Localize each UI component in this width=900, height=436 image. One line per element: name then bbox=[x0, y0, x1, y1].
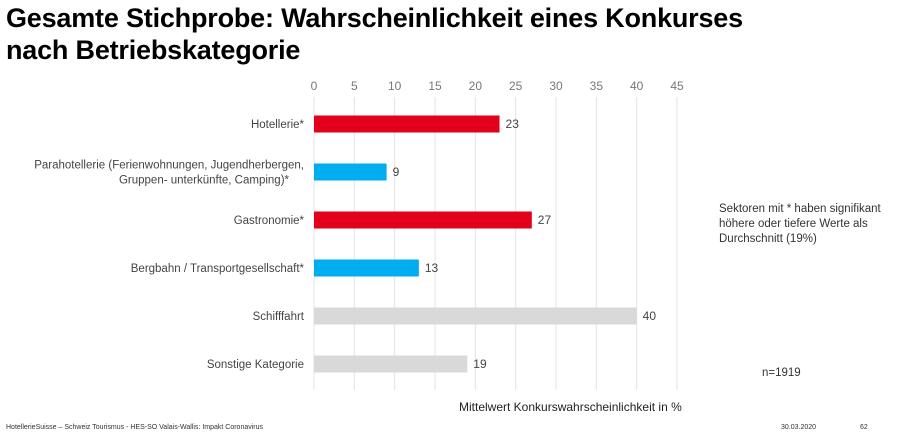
x-tick-label: 10 bbox=[388, 79, 402, 93]
category-label-line: Bergbahn / Transportgesellschaft* bbox=[131, 263, 305, 275]
x-tick-label: 5 bbox=[351, 79, 358, 93]
x-tick-label: 35 bbox=[590, 79, 604, 93]
x-tick-label: 20 bbox=[469, 79, 483, 93]
x-tick-label: 40 bbox=[630, 79, 644, 93]
category-label: Parahotellerie (Ferienwohnungen, Jugendh… bbox=[34, 160, 304, 187]
footer-page-number: 62 bbox=[860, 424, 868, 431]
value-label: 40 bbox=[643, 309, 657, 323]
category-label-line: Gruppen- unterkünfte, Camping)* bbox=[119, 175, 290, 187]
bar bbox=[314, 259, 419, 277]
x-tick-label: 15 bbox=[428, 79, 442, 93]
x-tick-label: 45 bbox=[670, 79, 684, 93]
bar bbox=[314, 355, 468, 373]
category-label-line: Sonstige Kategorie bbox=[207, 359, 304, 371]
bar bbox=[314, 163, 387, 181]
value-label: 27 bbox=[538, 213, 552, 227]
value-label: 23 bbox=[506, 117, 520, 131]
x-tick-label: 25 bbox=[509, 79, 523, 93]
x-axis-label: Mittelwert Konkurswahrscheinlichkeit in … bbox=[459, 400, 682, 414]
value-label: 19 bbox=[473, 357, 487, 371]
title-line-1: Gesamte Stichprobe: Wahrscheinlichkeit e… bbox=[6, 3, 743, 33]
value-label: 9 bbox=[393, 165, 400, 179]
category-label: Hotellerie* bbox=[251, 119, 305, 131]
bars bbox=[314, 115, 637, 373]
x-tick-label: 0 bbox=[311, 79, 318, 93]
category-label: Gastronomie* bbox=[234, 215, 305, 227]
category-label-line: Parahotellerie (Ferienwohnungen, Jugendh… bbox=[34, 160, 304, 172]
footer-date: 30.03.2020 bbox=[781, 424, 817, 431]
category-label-line: Hotellerie* bbox=[251, 119, 305, 131]
category-label: Schifffahrt bbox=[253, 311, 305, 323]
category-label-line: Schifffahrt bbox=[253, 311, 305, 323]
title-line-2: nach Betriebskategorie bbox=[6, 35, 301, 65]
category-label: Bergbahn / Transportgesellschaft* bbox=[131, 263, 305, 275]
category-label: Sonstige Kategorie bbox=[207, 359, 304, 371]
significance-note: Sektoren mit * haben signifikant höhere … bbox=[719, 203, 881, 245]
bar bbox=[314, 211, 532, 229]
bar bbox=[314, 307, 637, 325]
x-tick-label: 30 bbox=[549, 79, 563, 93]
slide-title: Gesamte Stichprobe: Wahrscheinlichkeit e… bbox=[6, 2, 886, 66]
x-axis-ticks: 0 5 10 15 20 25 30 35 40 45 bbox=[311, 79, 684, 93]
category-labels: Hotellerie* Parahotellerie (Ferienwohnung… bbox=[34, 119, 305, 371]
sample-size: n=1919 bbox=[762, 367, 801, 379]
value-label: 13 bbox=[425, 261, 439, 275]
footer-source: HotellerieSuisse – Schweiz Tourismus - H… bbox=[6, 424, 264, 431]
category-label-line: Gastronomie* bbox=[234, 215, 305, 227]
value-labels: 23 9 27 13 40 19 bbox=[393, 117, 657, 371]
gridlines bbox=[313, 97, 678, 390]
bar bbox=[314, 115, 500, 133]
